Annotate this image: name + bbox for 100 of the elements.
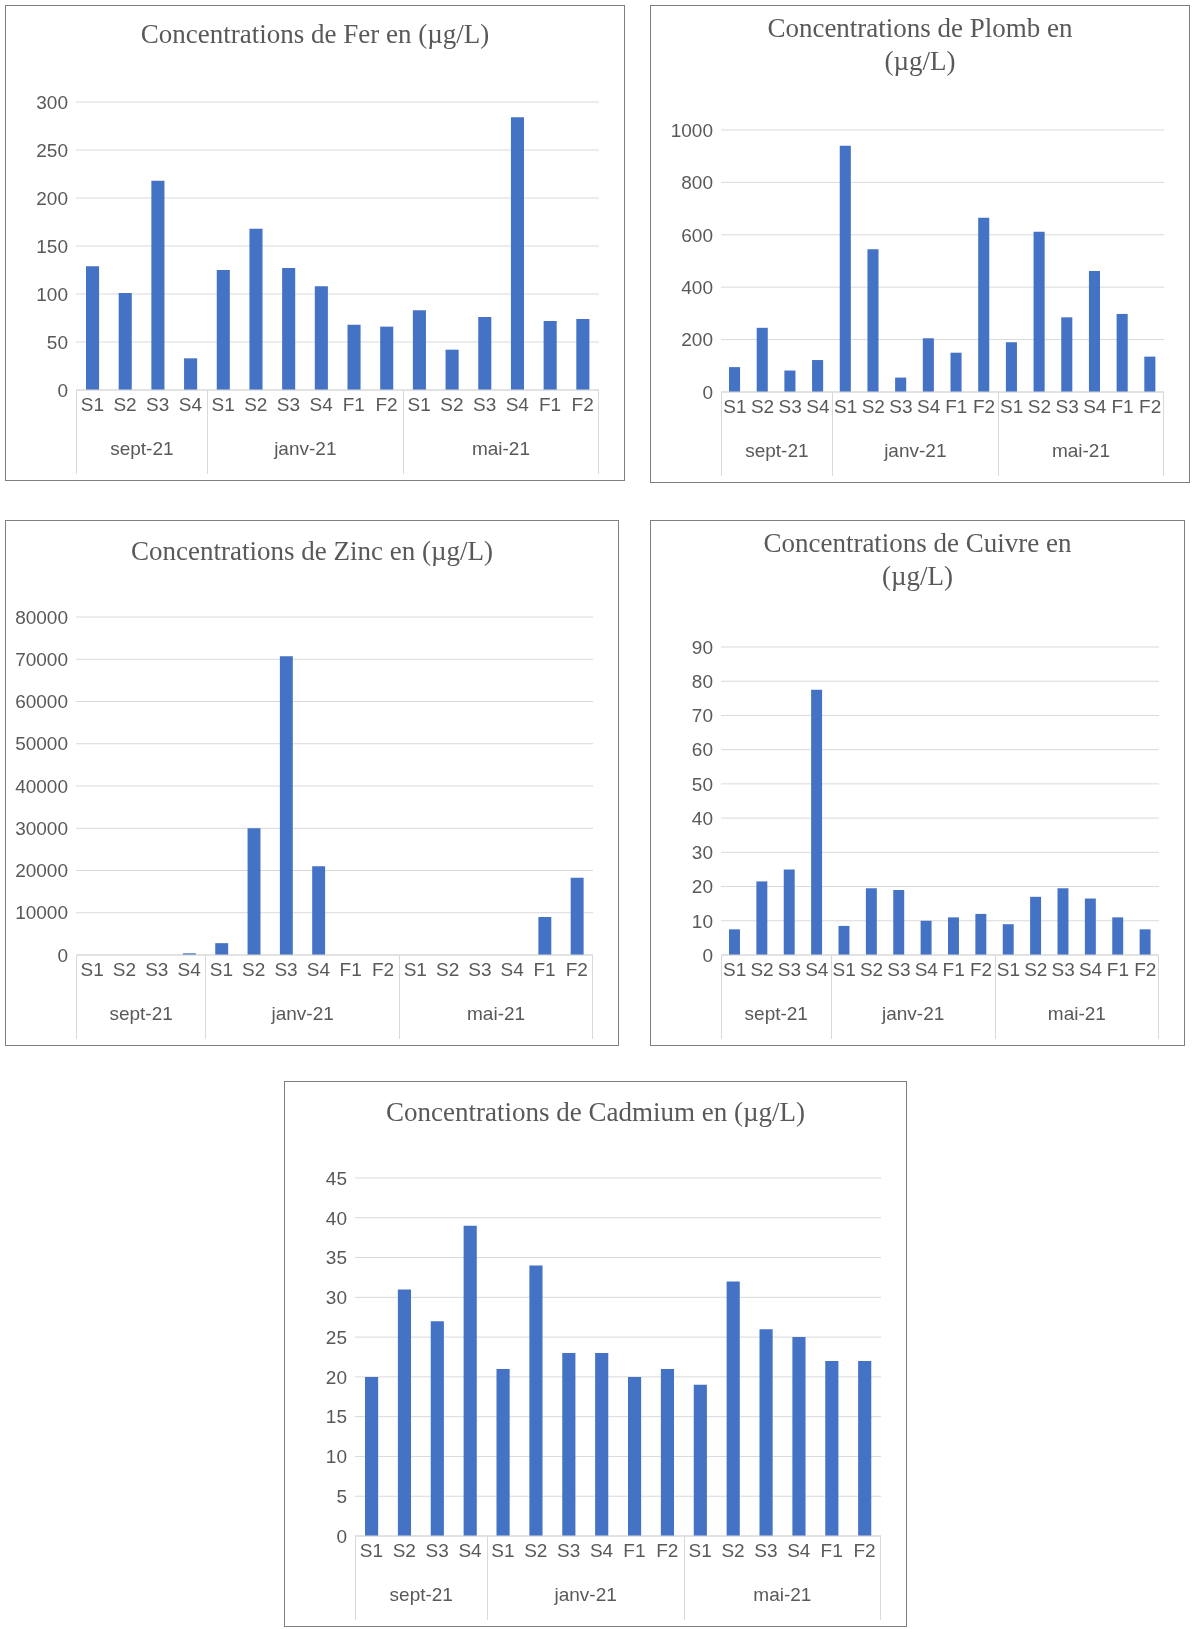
x-tick-label: S2 [861,396,885,418]
y-tick-label: 250 [36,139,68,161]
chart-title: Concentrations de Plomb en (µg/L) [766,12,1074,78]
y-tick-label: 0 [702,381,713,403]
x-tick-label: S4 [178,394,203,416]
x-tick-label: S3 [145,959,169,981]
x-tick-label: F2 [1139,396,1162,418]
y-tick-label: 40000 [15,775,68,797]
y-tick-label: 50000 [15,733,68,755]
y-tick-label: 35 [325,1247,347,1269]
x-tick-label: S4 [914,959,939,981]
y-tick-label: 30000 [15,817,68,839]
x-tick-label: F2 [571,394,594,416]
x-tick-label: S1 [833,396,858,418]
text: mai-21 [466,1003,527,1025]
y-tick-label: 50 [46,331,68,353]
x-tick-label: S4 [589,1540,614,1562]
x-tick-label: S2 [112,959,137,981]
x-tick-label: F1 [820,1540,843,1562]
x-tick-label: S4 [505,394,530,416]
x-tick-label: S3 [468,959,492,981]
x-tick-label: F1 [538,394,562,416]
x-tick-label: S3 [777,959,802,981]
x-tick-label: F2 [371,959,395,981]
x-tick-label: S1 [688,1540,712,1562]
x-tick-label: S3 [274,959,298,981]
y-tick-label: 20 [325,1366,347,1388]
x-tick-label: S2 [244,394,268,416]
text: sept-21 [108,1003,174,1025]
text: sept-21 [743,1003,809,1025]
x-tick-label: F2 [972,396,996,418]
y-tick-label: 60000 [15,691,68,713]
x-tick-label: S1 [80,959,104,981]
y-tick-label: 0 [336,1525,347,1547]
y-tick-label: 150 [36,235,68,257]
x-tick-label: S2 [1027,396,1052,418]
text: janv-21 [882,440,948,462]
y-tick-label: 80 [691,670,713,692]
text: janv-21 [272,438,338,460]
x-tick-label: F1 [623,1540,646,1562]
text: sept-21 [744,440,810,462]
x-tick-label: S3 [472,394,497,416]
text: mai-21 [1050,440,1111,462]
y-tick-label: 400 [681,276,713,298]
x-tick-label: F2 [1134,959,1157,981]
y-tick-label: 50 [691,773,713,795]
text: sept-21 [109,438,175,460]
x-tick-label: S1 [211,394,235,416]
x-tick-label: S4 [306,959,331,981]
y-tick-label: 300 [36,91,68,113]
x-tick-label: F1 [339,959,362,981]
x-tick-label: S1 [832,959,856,981]
x-tick-label: S4 [177,959,202,981]
y-tick-label: 45 [325,1167,347,1189]
y-tick-label: 30 [691,842,713,864]
x-tick-label: S4 [500,959,525,981]
y-tick-label: 90 [691,636,713,658]
x-tick-label: S3 [754,1540,778,1562]
x-tick-label: S2 [1024,959,1048,981]
y-tick-label: 10 [325,1446,347,1468]
x-tick-label: F1 [342,394,365,416]
x-tick-label: F1 [1106,959,1130,981]
x-tick-label: S4 [917,396,941,418]
y-tick-label: 15 [325,1406,347,1428]
x-tick-label: S2 [242,959,266,981]
x-tick-label: S2 [440,394,464,416]
x-tick-label: S3 [146,394,170,416]
y-tick-label: 70 [691,705,713,727]
y-tick-label: 0 [57,944,68,966]
y-tick-label: 70000 [15,648,68,670]
x-tick-label: S3 [1055,396,1079,418]
x-tick-label: S1 [80,394,104,416]
x-tick-label: F1 [1111,396,1134,418]
x-tick-label: S1 [403,959,427,981]
y-tick-label: 30 [325,1287,347,1309]
x-tick-label: F2 [565,959,588,981]
x-tick-label: F2 [375,394,398,416]
x-tick-label: S3 [778,396,802,418]
x-tick-label: S2 [750,959,774,981]
x-tick-label: S4 [1078,959,1103,981]
x-tick-label: S4 [1083,396,1107,418]
chart-title: Concentrations de Fer en (µg/L) [139,18,491,51]
y-tick-label: 800 [681,172,713,194]
x-tick-label: S2 [435,959,460,981]
x-tick-label: S1 [491,1540,515,1562]
y-tick-label: 80000 [15,606,68,628]
x-tick-label: S2 [750,396,775,418]
text: janv-21 [880,1003,946,1025]
x-tick-label: S2 [859,959,884,981]
x-tick-label: S2 [721,1540,745,1562]
y-tick-label: 40 [691,807,713,829]
x-tick-label: S4 [458,1540,483,1562]
text: mai-21 [470,438,531,460]
text: mai-21 [1046,1003,1107,1025]
x-tick-label: S4 [805,959,829,981]
y-tick-label: 100 [36,283,68,305]
x-tick-label: F1 [533,959,556,981]
x-tick-label: S1 [723,396,747,418]
y-tick-label: 20000 [15,860,68,882]
chart-title: Concentrations de Zinc en (µg/L) [130,535,494,568]
